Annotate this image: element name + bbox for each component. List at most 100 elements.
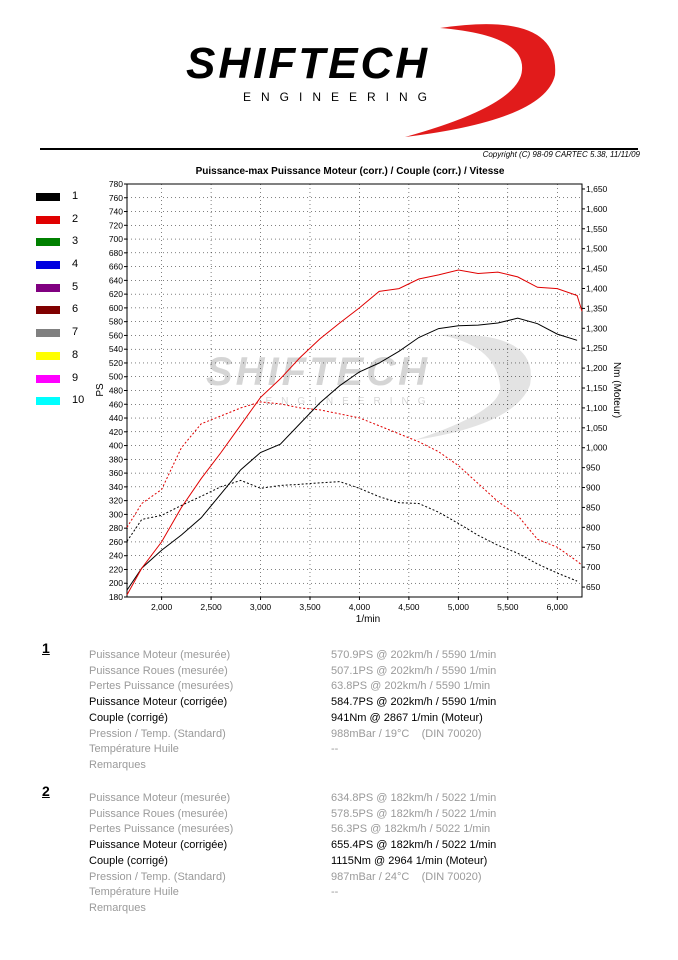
result-row: Pertes Puissance (mesurées) 56.3PS @ 182k… <box>89 823 649 838</box>
result-label: Puissance Moteur (corrigée) <box>89 839 228 852</box>
y-left-tick-label: 300 <box>109 509 123 519</box>
legend-swatch <box>36 238 60 247</box>
result-value: 987mBar / 24°C (DIN 70020) <box>331 870 482 883</box>
y-left-tick-label: 420 <box>109 427 123 437</box>
y-left-tick-label: 520 <box>109 358 123 368</box>
y-right-tick-label: 1,600 <box>586 204 608 214</box>
result-value: 941Nm @ 2867 1/min (Moteur) <box>331 711 483 724</box>
result-row: Puissance Moteur (corrigée) 655.4PS @ 182… <box>89 839 649 854</box>
watermark-logo: SHIFTECH ENGINEERING <box>206 334 531 440</box>
y-left-tick-label: 580 <box>109 317 123 327</box>
y-right-tick-label: 800 <box>586 522 600 532</box>
y-left-tick-label: 480 <box>109 386 123 396</box>
result-label: Remarques <box>89 901 146 914</box>
result-label: Puissance Roues (mesurée) <box>89 807 228 820</box>
result-label: Puissance Moteur (mesurée) <box>89 649 231 661</box>
y-left-tick-label: 500 <box>109 372 123 382</box>
y-right-tick-label: 650 <box>586 582 600 592</box>
y-right-tick-label: 1,400 <box>586 283 608 293</box>
y-right-tick-label: 1,000 <box>586 443 608 453</box>
y-axis-left-label: PS <box>95 383 106 397</box>
y-left-tick-label: 280 <box>109 523 123 533</box>
y-left-tick-label: 700 <box>109 234 123 244</box>
result-row: Puissance Moteur (corrigée) 584.7PS @ 202… <box>89 696 649 711</box>
result-block-number: 1 <box>42 640 50 656</box>
x-tick-label: 4,000 <box>349 602 371 612</box>
logo-wordmark: SHIFTECH <box>186 39 430 88</box>
y-left-tick-label: 220 <box>109 564 123 574</box>
y-left-tick-label: 740 <box>109 207 123 217</box>
result-value: 988mBar / 19°C (DIN 70020) <box>331 727 482 740</box>
grid <box>127 183 582 598</box>
legend-swatch <box>36 215 60 224</box>
y-right-tick-label: 1,050 <box>586 423 608 433</box>
watermark-tagline: ENGINEERING <box>265 396 434 407</box>
legend-swatch <box>36 397 60 406</box>
x-tick-label: 4,500 <box>398 602 420 612</box>
logo-swoosh <box>405 24 556 137</box>
x-axis-label: 1/min <box>356 614 380 625</box>
result-label: Pression / Temp. (Standard) <box>89 870 226 883</box>
result-label: Température Huile <box>89 886 179 899</box>
y-left-tick-label: 640 <box>109 275 123 285</box>
y-left-tick-label: 680 <box>109 248 123 258</box>
result-label: Température Huile <box>89 743 179 756</box>
result-block-number: 2 <box>42 783 50 799</box>
y-right-tick-label: 1,350 <box>586 303 608 313</box>
result-value: -- <box>331 886 339 899</box>
result-row: Remarques <box>89 759 649 774</box>
y-left-tick-label: 600 <box>109 303 123 313</box>
legend-label: 7 <box>72 326 79 339</box>
result-label: Couple (corrigé) <box>89 711 168 724</box>
x-tick-label: 3,500 <box>299 602 321 612</box>
result-row: Puissance Moteur (mesurée) 634.8PS @ 182k… <box>89 792 649 807</box>
y-right-tick-label: 1,250 <box>586 343 608 353</box>
legend-label: 1 <box>72 190 79 202</box>
y-right-tick-label: 1,450 <box>586 264 608 274</box>
y-left-tick-label: 440 <box>109 413 123 423</box>
result-label: Puissance Moteur (mesurée) <box>89 792 231 804</box>
y-left-tick-label: 540 <box>109 344 123 354</box>
result-label: Remarques <box>89 758 146 771</box>
y-left-tick-label: 780 <box>109 179 123 189</box>
y-right-tick-label: 1,100 <box>586 403 608 413</box>
axes: 180 200 220 240 260 280 300 320 340 360 380 400 420 4… <box>109 179 608 612</box>
dyno-chart: Puissance-max Puissance Moteur (corr.) /… <box>95 166 622 625</box>
x-tick-label: 3,000 <box>250 602 272 612</box>
result-value: 634.8PS @ 182km/h / 5022 1/min <box>331 792 497 804</box>
legend-swatch <box>36 329 60 338</box>
legend-swatch <box>36 193 60 201</box>
y-right-tick-label: 1,550 <box>586 224 608 234</box>
result-row: Puissance Roues (mesurée) 507.1PS @ 202km… <box>89 665 649 680</box>
y-left-tick-label: 400 <box>109 441 123 451</box>
legend-label: 5 <box>72 280 79 293</box>
result-value: -- <box>331 743 339 756</box>
y-left-tick-label: 360 <box>109 468 123 478</box>
result-row: Couple (corrigé) 941Nm @ 2867 1/min (Mote… <box>89 712 649 727</box>
y-left-tick-label: 240 <box>109 551 123 561</box>
y-left-tick-label: 180 <box>109 592 123 602</box>
series-line-2-torque <box>126 401 583 566</box>
result-value: 507.1PS @ 202km/h / 5590 1/min <box>331 664 497 677</box>
x-tick-label: 6,000 <box>547 602 569 612</box>
result-value: 578.5PS @ 182km/h / 5022 1/min <box>331 807 497 820</box>
y-right-tick-label: 950 <box>586 463 600 473</box>
y-left-tick-label: 260 <box>109 537 123 547</box>
y-right-tick-label: 900 <box>586 483 600 493</box>
y-right-tick-label: 700 <box>586 562 600 572</box>
legend-label: 4 <box>72 258 79 271</box>
result-row: Pression / Temp. (Standard) 988mBar / 19°… <box>89 728 649 743</box>
legend-label: 2 <box>72 212 79 225</box>
result-label: Pertes Puissance (mesurées) <box>89 680 234 693</box>
y-left-tick-label: 380 <box>109 454 123 464</box>
result-value: 63.8PS @ 202km/h / 5590 1/min <box>331 680 491 693</box>
result-label: Pertes Puissance (mesurées) <box>89 823 234 836</box>
x-tick-label: 2,500 <box>200 602 222 612</box>
result-row: Puissance Moteur (mesurée) 570.9PS @ 202k… <box>89 649 649 664</box>
result-value: 655.4PS @ 182km/h / 5022 1/min <box>331 839 497 852</box>
result-row: Pression / Temp. (Standard) 987mBar / 24°… <box>89 871 649 886</box>
chart-title: Puissance-max Puissance Moteur (corr.) /… <box>196 166 505 177</box>
y-right-tick-label: 1,500 <box>586 244 608 254</box>
series-line-1-power <box>126 317 578 591</box>
header-divider <box>40 148 638 150</box>
